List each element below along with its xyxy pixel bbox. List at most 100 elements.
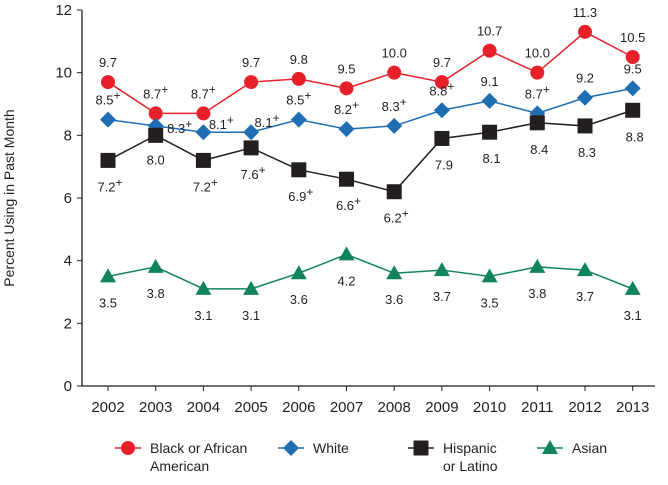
- data-point: [100, 268, 116, 283]
- data-point: [290, 265, 307, 280]
- data-label: 3.1: [624, 308, 642, 323]
- data-point: [624, 80, 641, 97]
- data-label: 3.8: [147, 286, 165, 301]
- data-point: [195, 124, 212, 141]
- x-tick-label: 2007: [330, 399, 363, 416]
- data-label: 8.0: [147, 152, 165, 167]
- legend-label: Asian: [572, 440, 607, 456]
- x-tick-label: 2008: [378, 399, 411, 416]
- data-label: 10.0: [382, 46, 407, 61]
- data-label: 9.1: [481, 74, 499, 89]
- data-point: [434, 130, 450, 146]
- legend-label: White: [313, 440, 349, 456]
- data-point: [482, 124, 498, 140]
- data-point: [100, 111, 116, 128]
- legend-marker-triangle: [542, 440, 558, 454]
- y-tick-label: 2: [64, 315, 72, 332]
- series-line-1: [107, 87, 633, 133]
- x-tick-label: 2012: [568, 399, 601, 416]
- data-label: 9.7: [99, 55, 117, 70]
- x-tick-label: 2009: [425, 399, 458, 416]
- data-point: [577, 118, 593, 134]
- data-label: 8.5+: [286, 89, 311, 108]
- data-point: [148, 106, 163, 121]
- data-point: [433, 262, 450, 277]
- series-group: [100, 24, 641, 295]
- data-point: [195, 280, 212, 295]
- data-label: 3.7: [576, 289, 594, 304]
- data-label: 8.7+: [143, 82, 168, 101]
- data-point: [386, 117, 403, 134]
- data-label: 11.3: [573, 5, 597, 20]
- x-tick-label: 2011: [521, 399, 553, 416]
- data-label: 8.3: [578, 145, 596, 160]
- data-point: [481, 268, 498, 283]
- data-point: [339, 81, 354, 96]
- data-point: [290, 111, 307, 128]
- data-label: 8.4: [530, 142, 548, 157]
- data-label: 6.6+: [336, 194, 361, 213]
- data-label: 3.5: [481, 295, 499, 310]
- data-label: 8.1+: [209, 113, 234, 132]
- data-label: 4.2: [337, 273, 355, 288]
- data-point: [433, 102, 450, 119]
- data-label: 8.3+: [382, 95, 407, 114]
- series-line-3: [107, 253, 633, 290]
- data-label: 6.9+: [288, 185, 313, 204]
- y-tick-label: 4: [64, 253, 72, 270]
- data-point: [434, 75, 449, 90]
- data-point: [578, 24, 592, 39]
- data-labels: 9.7 8.7+ 8.7+ 9.7 9.8 9.5 10.0 9.7 10.7 10.0 11.3 1…: [95, 5, 645, 323]
- data-point: [291, 71, 306, 86]
- x-tick-label: 2005: [234, 399, 267, 416]
- legend-marker-diamond: [283, 440, 299, 456]
- data-point: [148, 127, 164, 143]
- data-label: 9.5: [624, 61, 642, 76]
- data-point: [529, 115, 545, 131]
- data-label: 8.8: [626, 129, 644, 144]
- data-point: [196, 106, 211, 121]
- data-point: [338, 121, 355, 138]
- series-line-2: [107, 109, 633, 193]
- data-label: 10.5: [620, 30, 645, 45]
- data-label: 9.7: [242, 55, 260, 70]
- data-label: 6.2+: [384, 207, 409, 226]
- legend-label: American: [150, 458, 209, 474]
- data-point: [577, 262, 593, 277]
- data-point: [624, 280, 641, 295]
- data-point: [291, 162, 307, 178]
- data-point: [387, 65, 402, 80]
- data-point: [481, 92, 498, 109]
- data-point: [339, 171, 354, 187]
- y-axis-label: Percent Using in Past Month: [1, 109, 17, 286]
- x-tick-label: 2002: [91, 399, 124, 416]
- legend-marker-square: [413, 440, 429, 456]
- data-label: 3.5: [99, 295, 117, 310]
- data-point: [625, 50, 640, 64]
- data-label: 8.2+: [334, 98, 359, 117]
- data-label: 3.6: [385, 292, 403, 307]
- legend-label: Black or African: [150, 440, 247, 456]
- data-label: 3.7: [433, 289, 451, 304]
- data-point: [243, 140, 259, 156]
- data-label: 7.2+: [97, 175, 122, 194]
- data-point: [244, 75, 259, 90]
- y-tick-label: 6: [64, 190, 72, 207]
- legend-label: or Latino: [443, 458, 498, 474]
- data-label: 8.1: [483, 151, 501, 166]
- data-point: [529, 258, 546, 273]
- y-tick-label: 8: [64, 127, 72, 144]
- data-point: [482, 43, 497, 58]
- data-label: 9.2: [576, 71, 594, 86]
- x-tick-label: 2004: [187, 399, 220, 416]
- data-label: 7.2+: [193, 175, 218, 194]
- series-line-0: [107, 31, 634, 115]
- data-point: [386, 184, 402, 200]
- data-point: [530, 65, 545, 80]
- data-label: 7.9: [435, 157, 453, 172]
- data-label: 3.1: [194, 308, 212, 323]
- data-label: 10.7: [477, 24, 502, 39]
- data-label: 3.6: [290, 292, 308, 307]
- data-point: [625, 102, 641, 118]
